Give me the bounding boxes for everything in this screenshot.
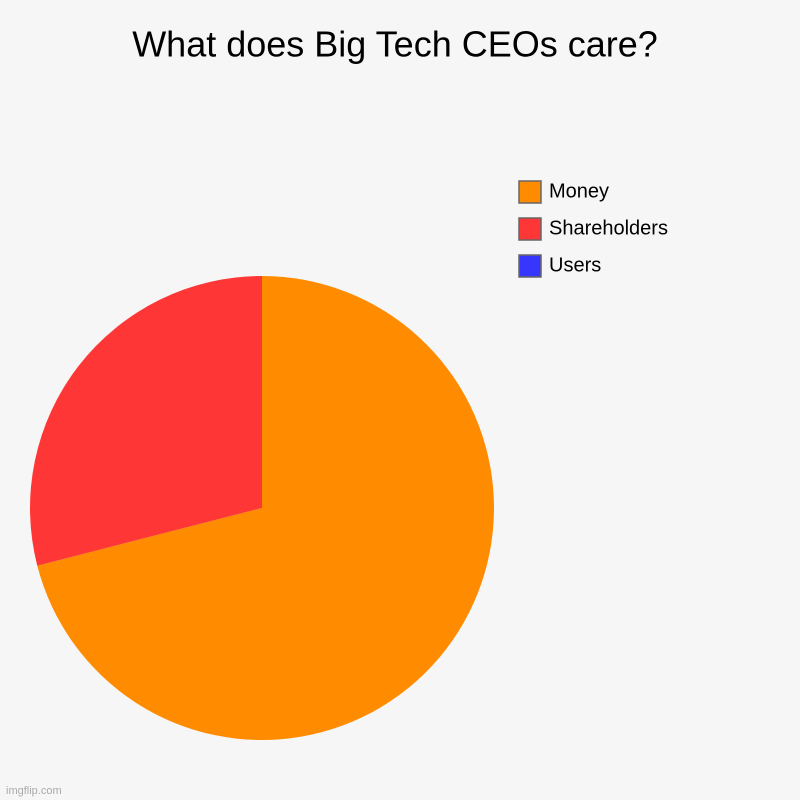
- legend-label: Money: [549, 180, 609, 202]
- chart-title: What does Big Tech CEOs care?: [132, 24, 658, 65]
- pie-slice: [30, 276, 262, 566]
- legend-label: Shareholders: [549, 217, 668, 239]
- pie-slice: [37, 276, 495, 740]
- legend-swatch: [518, 180, 542, 204]
- legend-label: Users: [549, 254, 601, 276]
- watermark: imgflip.com: [6, 785, 62, 797]
- legend-swatch: [518, 254, 542, 278]
- legend-swatch: [518, 217, 542, 241]
